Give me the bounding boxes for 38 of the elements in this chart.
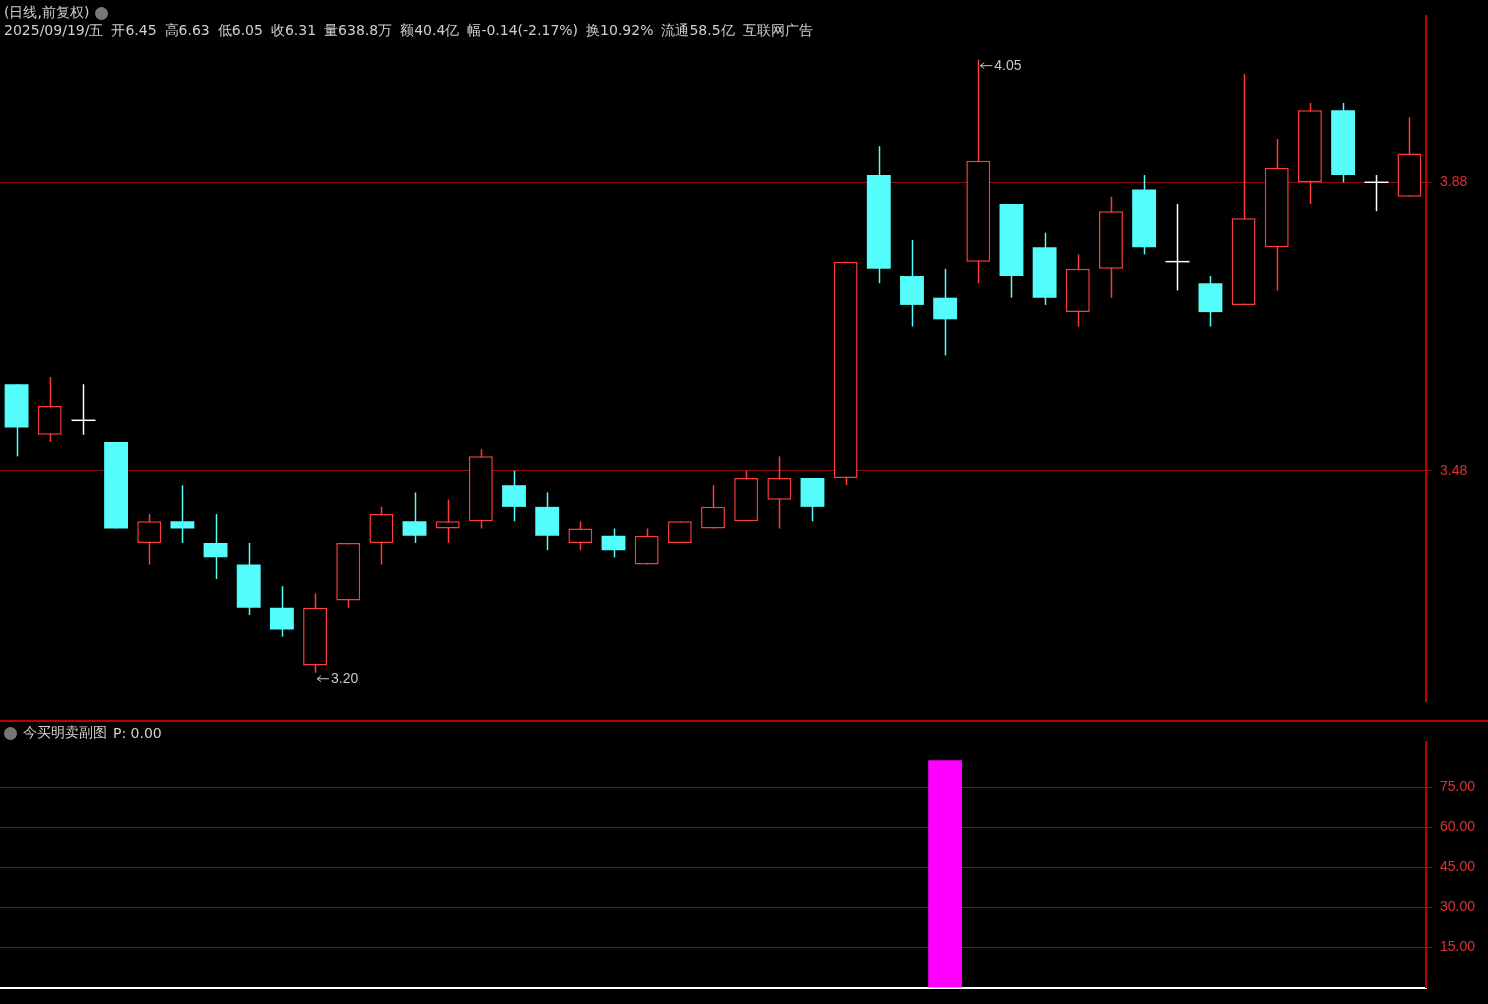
candlestick [70,383,97,436]
candlestick [203,513,228,580]
candlestick [1164,203,1191,292]
annotation: 4.05 [994,56,1022,73]
chart-title: 今买明卖副图 [23,724,107,742]
candlestick [137,513,162,566]
candlestick [701,484,725,530]
candlestick [502,470,526,523]
candlestick [568,520,593,551]
annotation: 开6.45 [111,22,157,40]
y-tick-label: 75.00 [1440,778,1476,795]
candlestick [435,498,460,544]
text: P: 0.00 [113,725,162,741]
annotation: 互联网广告 [742,22,813,40]
candlestick [1363,174,1390,212]
candlestick [601,527,626,559]
candlestick [767,455,792,530]
y-tick-label: 30.00 [1440,898,1476,915]
y-tick-label: 3.48 [1440,461,1468,478]
annotation: 高6.63 [164,22,210,40]
annotation: 量638.8万 [324,22,393,40]
candlestick [269,585,294,638]
annotation: 2025/09/19/五 [4,22,104,40]
annotation: 幅-0.14(-2.17%) [467,22,579,40]
annotation: 低6.05 [217,22,263,40]
annotation: 流通58.5亿 [661,22,735,40]
annotation: 额40.4亿 [400,22,460,40]
y-tick-label: 15.00 [1440,938,1476,955]
annotation: 换10.92% [586,22,654,40]
y-tick-label: 45.00 [1440,858,1476,875]
annotation: 3.20 [331,669,359,686]
annotation: 收6.31 [270,22,317,40]
y-tick-label: 3.88 [1440,173,1468,190]
y-tick-label: 60.00 [1440,818,1476,835]
candlestick [402,491,427,544]
chart-title: (日线,前复权) [4,4,90,22]
candlestick [170,484,195,544]
candlestick [933,268,958,357]
